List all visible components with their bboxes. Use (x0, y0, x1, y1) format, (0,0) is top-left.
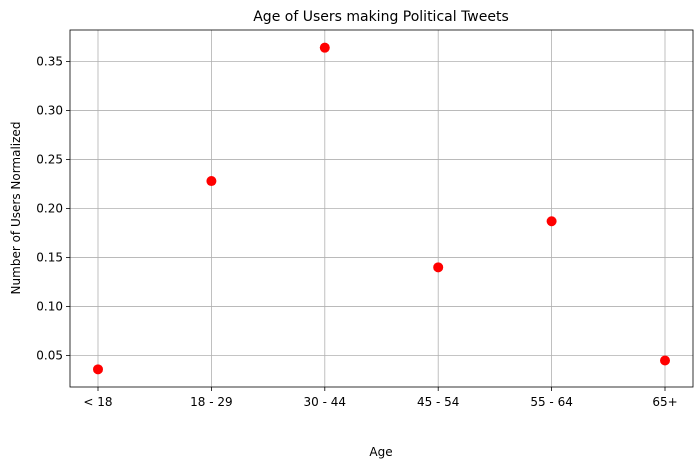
y-tick-label: 0.05 (36, 349, 63, 363)
y-tick-label: 0.35 (36, 54, 63, 68)
data-point (546, 216, 557, 227)
y-tick-label: 0.25 (36, 152, 63, 166)
x-tick-label: 65+ (652, 395, 677, 409)
x-tick-label: 45 - 54 (417, 395, 460, 409)
data-point (319, 42, 330, 53)
axis-ticks: < 18 18 - 29 30 - 44 45 - 54 55 - 64 65+ 0.05 0… (36, 54, 677, 409)
data-points (93, 42, 670, 375)
y-tick-label: 0.30 (36, 103, 63, 117)
data-point (660, 355, 670, 366)
y-axis-label: Number of Users Normalized (9, 122, 23, 295)
grid-lines (70, 30, 693, 387)
x-tick-label: 18 - 29 (190, 395, 233, 409)
y-tick-label: 0.20 (36, 202, 63, 216)
chart-title: Age of Users making Political Tweets (253, 9, 509, 25)
x-axis-label: Age (369, 445, 392, 459)
data-point (433, 262, 444, 273)
data-point (93, 364, 103, 375)
data-point (206, 176, 217, 187)
x-tick-label: 55 - 64 (530, 395, 573, 409)
x-tick-label: < 18 (83, 395, 112, 409)
x-tick-label: 30 - 44 (304, 395, 347, 409)
y-tick-label: 0.15 (36, 251, 63, 265)
y-tick-label: 0.10 (36, 300, 63, 314)
